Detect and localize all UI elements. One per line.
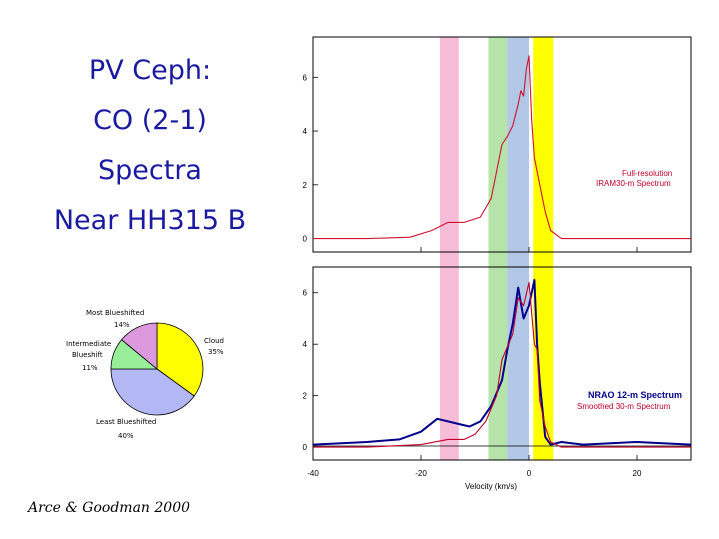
velocity-bands: [439, 37, 554, 460]
annotation-iram-spectrum: IRAM30-m Spectrum: [596, 179, 671, 188]
pie-pct-least-blueshifted: 40%: [118, 432, 134, 440]
pie-label-least-blueshifted: Least Blueshifted: [96, 418, 156, 426]
pie-label-intermediate-1: Intermediate: [66, 340, 111, 348]
pie-pct-most-blueshifted: 14%: [114, 321, 130, 329]
y-tick-label-1-6: 6: [303, 289, 308, 298]
y-tick-label-1-0: 0: [303, 443, 308, 452]
pie-label-most-blueshifted: Most Blueshifted: [86, 309, 144, 317]
pie-label-cloud: Cloud: [204, 337, 224, 345]
title-line-1: PV Ceph:: [88, 55, 212, 86]
series-nrao-12-m-spectrum: [312, 278, 692, 446]
y-tick-label-0-6: 6: [303, 73, 308, 82]
x-axis-label: Velocity (km/s): [465, 482, 517, 491]
annotation-nrao-spectrum: NRAO 12-m Spectrum: [588, 390, 682, 400]
axis-ticks: 0 2 4 6 0 2 4 6 -40 -20 0 20: [303, 73, 642, 478]
annotation-full-resolution: Full-resolution: [622, 169, 672, 178]
y-tick-label-1-2: 2: [303, 392, 308, 401]
annotation-smoothed-spectrum: Smoothed 30-m Spectrum: [577, 402, 671, 411]
pie-slice-least-blueshifted: [110, 368, 195, 416]
x-tick-label--20: -20: [415, 469, 427, 478]
pie-slice-most-blueshifted: [121, 322, 158, 370]
title-line-3: Spectra: [98, 155, 202, 186]
velocity-band-2: [507, 37, 529, 460]
pie-slices: [110, 322, 204, 416]
pie-chart: Most Blueshifted 14% Cloud 35% Intermedi…: [66, 309, 224, 440]
title-line-4: Near HH315 B: [53, 205, 247, 236]
pie-pct-intermediate: 11%: [82, 364, 98, 372]
spectrum-series: [312, 55, 692, 448]
x-tick-label-20: 20: [633, 469, 642, 478]
bottom-panel-frame: [312, 266, 692, 461]
title-line-2: CO (2-1): [93, 105, 207, 136]
velocity-band-3: [533, 37, 554, 460]
x-tick-label--40: -40: [307, 469, 319, 478]
series-smoothed-30-m-spectrum: [313, 281, 691, 448]
velocity-band-0: [439, 37, 459, 460]
y-tick-label-0-0: 0: [303, 235, 308, 244]
pie-slice-cloud: [156, 322, 204, 397]
top-panel-frame: [312, 36, 692, 253]
y-tick-label-0-4: 4: [303, 127, 308, 136]
series-full-resolution-iram30-m-spectrum: [313, 55, 691, 240]
pie-label-intermediate-2: Blueshift: [72, 351, 103, 359]
x-tick-label-0: 0: [527, 469, 532, 478]
spectrum-plot: 0 2 4 6 0 2 4 6 -40 -20 0 20 Velocity (km/s) Full-r…: [303, 36, 692, 491]
y-tick-label-1-4: 4: [303, 340, 308, 349]
credit: Arce & Goodman 2000: [28, 500, 191, 516]
pie-pct-cloud: 35%: [208, 348, 224, 356]
y-tick-label-0-2: 2: [303, 181, 308, 190]
velocity-band-1: [488, 37, 508, 460]
